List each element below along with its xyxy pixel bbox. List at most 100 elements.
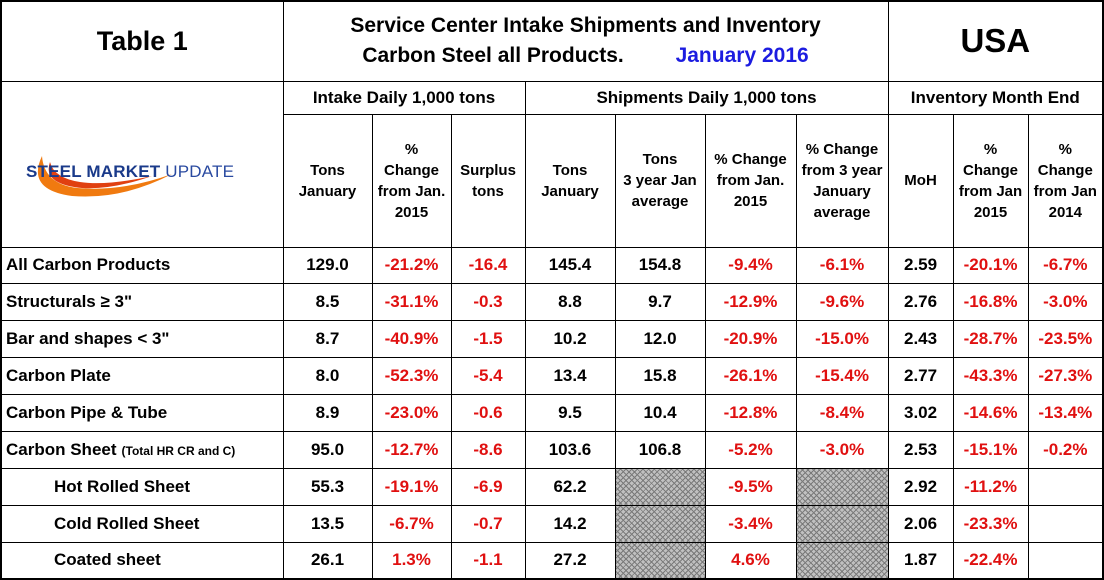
table-cell: 55.3 [282,467,373,506]
table-cell: -52.3% [371,357,452,396]
row-label: Carbon Pipe & Tube [0,394,284,432]
table-cell: -40.9% [371,320,452,359]
table-row: Carbon Sheet (Total HR CR and C) 95.0 -12.7… [0,430,1104,469]
page-title: Service Center Intake Shipments and Inve… [282,0,889,82]
table-cell: -12.7% [371,430,452,469]
group-intake: Intake Daily 1,000 tons [282,80,526,115]
group-inventory: Inventory Month End [887,80,1104,115]
table-cell: -15.4% [795,357,889,396]
table-cell: -9.5% [704,467,797,506]
logo-word-market: MARKET [86,162,161,181]
table-cell: 2.06 [887,504,954,543]
table-cell: -15.0% [795,320,889,359]
table-cell: 2.76 [887,283,954,322]
table-cell: 154.8 [614,246,706,285]
table-cell: 2.53 [887,430,954,469]
col-ship-tons: Tons January [524,113,616,248]
table-cell: 13.4 [524,357,616,396]
table-cell: -3.4% [704,504,797,543]
table-cell: 103.6 [524,430,616,469]
table-cell: -6.7% [371,504,452,543]
table-cell: -19.1% [371,467,452,506]
row-label: All Carbon Products [0,246,284,285]
table-cell: -27.3% [1027,357,1104,396]
table-cell [1027,541,1104,580]
table-cell: 8.7 [282,320,373,359]
table-cell: -20.1% [952,246,1029,285]
table-cell: -5.4 [450,357,526,396]
table-cell: 3.02 [887,394,954,432]
table-cell: -6.7% [1027,246,1104,285]
table-cell: 129.0 [282,246,373,285]
logo-swoosh-icon [37,156,172,197]
row-label: Bar and shapes < 3" [0,320,284,359]
table-cell: 1.3% [371,541,452,580]
table-cell: 9.5 [524,394,616,432]
table-cell: -15.1% [952,430,1029,469]
table-cell [795,504,889,543]
table-row: Carbon Plate 8.0 -52.3% -5.4 13.4 15.8 -26.1% -… [0,357,1104,396]
table-cell: 95.0 [282,430,373,469]
table-cell: -5.2% [704,430,797,469]
table-cell: -9.4% [704,246,797,285]
table-cell: 8.0 [282,357,373,396]
table-cell: -23.3% [952,504,1029,543]
table-cell [795,541,889,580]
table-cell: -21.2% [371,246,452,285]
table-cell: 10.4 [614,394,706,432]
table-cell: 8.9 [282,394,373,432]
table-cell: -43.3% [952,357,1029,396]
col-inv-pct15: % Change from Jan 2015 [952,113,1029,248]
table-cell: -9.6% [795,283,889,322]
table-cell: -20.9% [704,320,797,359]
table-cell: 12.0 [614,320,706,359]
table-cell: -22.4% [952,541,1029,580]
table-label: Table 1 [0,0,284,82]
table-cell: 27.2 [524,541,616,580]
table-cell: 2.59 [887,246,954,285]
row-label: Coated sheet [0,541,284,580]
table-cell: -16.8% [952,283,1029,322]
table-cell: 145.4 [524,246,616,285]
col-ship-3yr: Tons 3 year Jan average [614,113,706,248]
region-label: USA [887,0,1104,82]
table-cell: 2.92 [887,467,954,506]
table-cell: 1.87 [887,541,954,580]
table-row: Bar and shapes < 3" 8.7 -40.9% -1.5 10.2 12.0… [0,320,1104,359]
col-intake-surplus: Surplus tons [450,113,526,248]
col-inv-pct14: % Change from Jan 2014 [1027,113,1104,248]
table-row: Hot Rolled Sheet 55.3 -19.1% -6.9 62.2 -9.5% 2… [0,467,1104,506]
table-cell: 10.2 [524,320,616,359]
table-cell: -3.0% [1027,283,1104,322]
table-cell: -1.1 [450,541,526,580]
title-subject: Carbon Steel all Products. [362,44,624,68]
row-label: Structurals ≥ 3" [0,283,284,322]
table-cell: -0.3 [450,283,526,322]
table-cell: 2.77 [887,357,954,396]
table-body: All Carbon Products 129.0 -21.2% -16.4 145.4… [0,246,1104,580]
table-cell: -31.1% [371,283,452,322]
title-date: January 2016 [675,44,809,68]
table-cell: 4.6% [704,541,797,580]
table-cell: -0.6 [450,394,526,432]
table-cell: -3.0% [795,430,889,469]
table-cell: -23.0% [371,394,452,432]
table-cell: 62.2 [524,467,616,506]
row-label: Carbon Plate [0,357,284,396]
table-cell: 8.8 [524,283,616,322]
table-row: Cold Rolled Sheet 13.5 -6.7% -0.7 14.2 -3.4% 2… [0,504,1104,543]
table-cell: -12.8% [704,394,797,432]
col-ship-pct3yr: % Change from 3 year January average [795,113,889,248]
table-cell: -16.4 [450,246,526,285]
col-ship-pct: % Change from Jan. 2015 [704,113,797,248]
table-cell: 26.1 [282,541,373,580]
table-cell: -6.9 [450,467,526,506]
table-cell [614,467,706,506]
table-cell: -11.2% [952,467,1029,506]
table-cell: 8.5 [282,283,373,322]
table-cell: -26.1% [704,357,797,396]
logo-word-update: UPDATE [165,162,235,181]
steel-market-update-logo: STEEL MARKET UPDATE [2,104,282,224]
table-cell: -6.1% [795,246,889,285]
table-cell: 106.8 [614,430,706,469]
